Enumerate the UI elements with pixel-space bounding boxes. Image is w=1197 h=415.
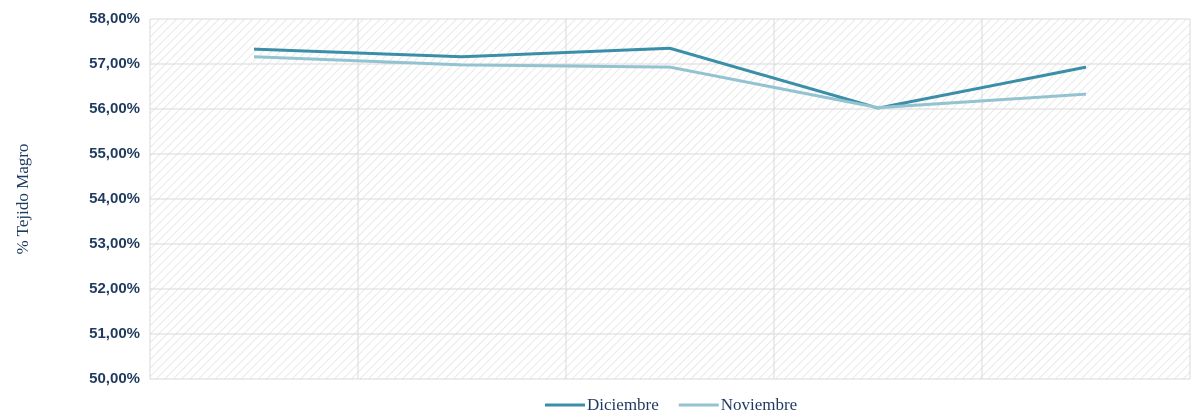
legend-label: Noviembre: [721, 395, 797, 414]
y-tick-label: 50,00%: [89, 370, 140, 387]
data-line: [253, 46, 1087, 110]
y-tick-label: 56,00%: [89, 100, 140, 117]
y-tick-label: 54,00%: [89, 190, 140, 207]
y-tick-label: 55,00%: [89, 145, 140, 162]
data-line: [253, 55, 1087, 110]
y-axis-label: % Tejido Magro: [13, 144, 32, 255]
y-tick-label: 58,00%: [89, 10, 140, 27]
y-tick-label: 57,00%: [89, 55, 140, 72]
y-tick-label: 51,00%: [89, 325, 140, 342]
y-tick-label: 53,00%: [89, 235, 140, 252]
y-tick-label: 52,00%: [89, 280, 140, 297]
legend-label: Diciembre: [587, 395, 659, 414]
